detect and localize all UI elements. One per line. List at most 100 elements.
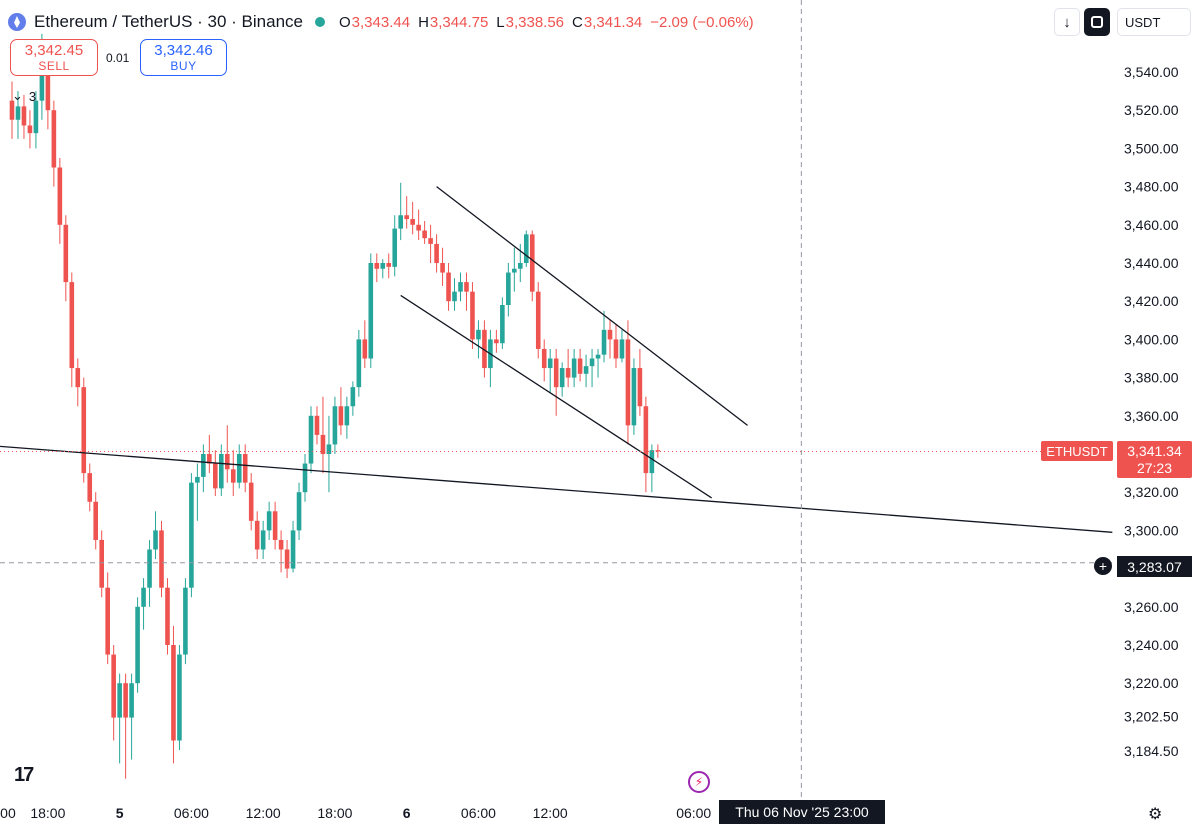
candle: [595, 348, 601, 378]
candle-body: [404, 215, 409, 220]
candle: [488, 329, 493, 388]
candle: [583, 354, 589, 388]
candle-body: [260, 530, 266, 550]
candle: [117, 673, 122, 764]
candle: [27, 110, 33, 149]
candle: [260, 520, 266, 560]
candle-body: [428, 238, 433, 244]
currency-selector[interactable]: USDT: [1117, 8, 1191, 36]
candle-body: [248, 482, 254, 521]
bolt-icon[interactable]: ⚡: [688, 771, 710, 793]
candle: [625, 320, 631, 445]
candle-body: [344, 406, 350, 426]
candle-body: [15, 106, 21, 120]
candle-body: [458, 282, 463, 292]
channel-lower-line[interactable]: [400, 294, 713, 499]
candle: [392, 215, 398, 277]
candle: [177, 645, 182, 751]
crosshair-plus-icon[interactable]: +: [1094, 557, 1112, 575]
candle-body: [51, 110, 57, 168]
candle: [165, 578, 170, 655]
ethereum-logo-icon: [8, 13, 26, 31]
price-tick-label: 3,460.00: [1124, 217, 1179, 233]
price-tick-label: 3,202.50: [1124, 709, 1179, 725]
candle: [15, 91, 21, 139]
trendlines: [0, 0, 1113, 800]
candle: [123, 673, 128, 779]
candle: [613, 324, 619, 369]
time-tick-label: 18:00: [30, 805, 65, 819]
candle: [21, 94, 27, 139]
candle: [476, 320, 481, 359]
candle-body: [649, 450, 655, 474]
candle-body: [565, 368, 571, 378]
candle: [219, 444, 224, 497]
candle-body: [219, 454, 224, 489]
indicators-toggle[interactable]: ⌄ 3: [12, 88, 37, 104]
candle-body: [619, 339, 625, 359]
candle: [446, 263, 451, 311]
candle: [147, 539, 152, 607]
candle-body: [577, 358, 583, 374]
price-tick-label: 3,320.00: [1124, 484, 1179, 500]
market-status-icon: [315, 17, 325, 27]
candle: [404, 196, 409, 229]
candle-body: [529, 234, 535, 292]
candle-body: [518, 263, 523, 269]
candle-body: [81, 387, 87, 474]
candle-body: [153, 530, 158, 550]
candle: [159, 520, 164, 598]
channel-upper-line[interactable]: [436, 186, 748, 426]
candle-body: [398, 215, 403, 229]
price-tick-label: 3,540.00: [1124, 64, 1179, 80]
gear-icon[interactable]: ⚙: [1148, 806, 1163, 823]
symbol-title[interactable]: Ethereum / TetherUS · 30 · Binance: [34, 12, 303, 31]
candle-body: [135, 606, 140, 684]
candle: [344, 396, 350, 439]
candle: [529, 230, 535, 302]
candle-body: [21, 106, 27, 126]
candle: [33, 91, 39, 149]
candle: [93, 492, 99, 550]
candle-body: [374, 263, 380, 269]
candle: [105, 572, 110, 665]
candle-body: [105, 587, 110, 655]
symbol-header: Ethereum / TetherUS · 30 · Binance O3,34…: [8, 9, 754, 35]
candle-body: [189, 482, 194, 588]
candle: [631, 358, 637, 435]
candle-body: [392, 228, 398, 267]
candle-body: [123, 683, 128, 718]
candle: [189, 473, 194, 598]
support-trendline[interactable]: [0, 445, 1113, 533]
candle: [482, 320, 487, 378]
candle-body: [171, 645, 176, 741]
candle-body: [266, 511, 272, 531]
candle: [410, 201, 415, 235]
time-tick-label: 18:00: [317, 805, 352, 819]
candle: [87, 463, 93, 512]
candle-body: [440, 263, 445, 273]
tradingview-logo-icon[interactable]: 17: [14, 764, 34, 786]
price-tick-label: 3,220.00: [1124, 675, 1179, 691]
price-tick-label: 3,480.00: [1124, 179, 1179, 195]
sell-button[interactable]: 3,342.45 SELL: [10, 39, 98, 76]
candle: [171, 625, 176, 764]
candle-body: [655, 450, 661, 452]
candle: [254, 511, 260, 560]
candle-body: [500, 305, 505, 344]
auto-scale-button[interactable]: [1084, 8, 1110, 36]
candle: [637, 348, 643, 416]
candle-body: [290, 530, 296, 569]
time-tick-label: 06:00: [676, 805, 711, 819]
candle-body: [296, 492, 302, 531]
candle-body: [589, 358, 595, 367]
candle-body: [541, 348, 547, 369]
buy-button[interactable]: 3,342.46 BUY: [140, 39, 227, 76]
candle: [464, 272, 469, 311]
arrow-down-icon[interactable]: ↓: [1054, 8, 1080, 36]
candle: [141, 578, 146, 630]
candle-body: [380, 263, 386, 269]
candle: [129, 673, 134, 760]
candle: [541, 339, 547, 382]
